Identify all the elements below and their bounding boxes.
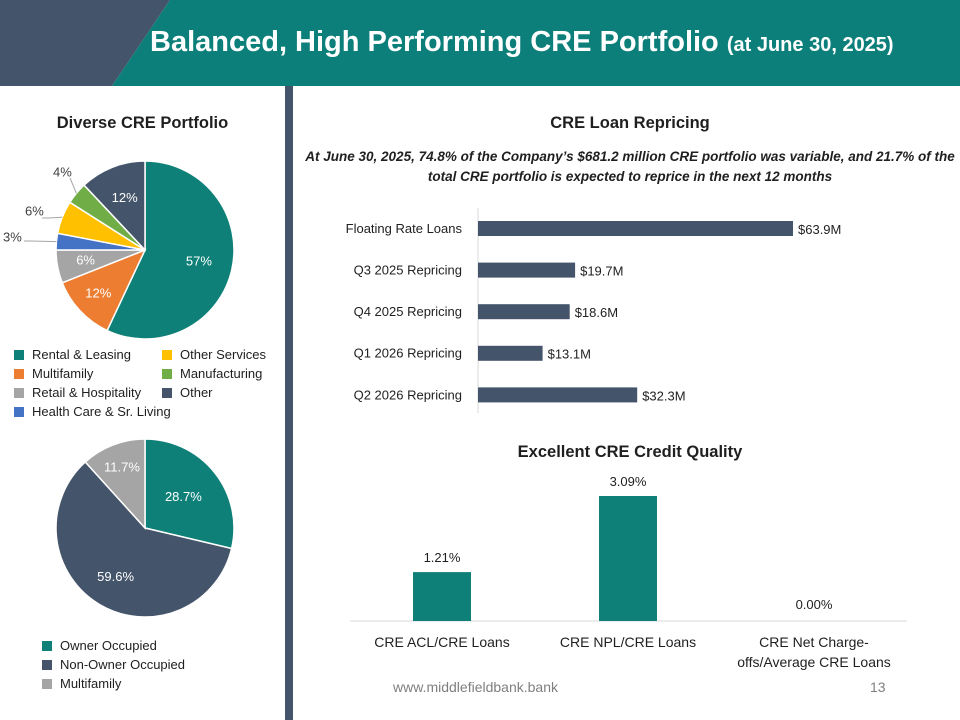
repricing-value-label: $18.6M bbox=[575, 305, 618, 320]
header-background bbox=[0, 0, 960, 86]
legend-label: Health Care & Sr. Living bbox=[32, 404, 171, 419]
legend-label: Owner Occupied bbox=[60, 638, 157, 653]
vertical-divider bbox=[285, 86, 293, 720]
repricing-bar-q3-2025-repricing bbox=[478, 262, 576, 278]
pie-leader-line bbox=[24, 240, 57, 243]
legend-item-health-care: Health Care & Sr. Living bbox=[14, 403, 171, 421]
portfolio-legend: Rental & Leasing Other Services Multifam… bbox=[0, 0, 285, 720]
legend-label: Retail & Hospitality bbox=[32, 385, 142, 400]
legend-swatch bbox=[14, 407, 24, 417]
legend-swatch bbox=[14, 350, 24, 360]
legend-item-retail-hospitality: Retail & Hospitality bbox=[14, 384, 141, 402]
pie-slice-owner-occupied bbox=[144, 438, 235, 550]
repricing-category-label: Q1 2026 Repricing bbox=[354, 346, 462, 361]
legend-label: Multifamily bbox=[60, 676, 122, 691]
legend-swatch bbox=[14, 388, 24, 398]
credit-value-label: 1.21% bbox=[424, 550, 461, 565]
page-number: 13 bbox=[870, 679, 886, 695]
repricing-value-label: $13.1M bbox=[548, 347, 591, 362]
legend-item-other-services: Other Services bbox=[162, 346, 266, 364]
pie-leader-line bbox=[42, 216, 63, 219]
pie-label-rental-leasing: 57% bbox=[186, 253, 212, 268]
repricing-category-label: Q2 2026 Repricing bbox=[354, 387, 462, 402]
pie-slice-rental-leasing bbox=[106, 160, 235, 340]
legend-swatch bbox=[14, 369, 24, 379]
legend-label: Multifamily bbox=[32, 366, 94, 381]
pie-label-multifamily: 11.7% bbox=[104, 460, 140, 475]
repricing-category-label: Q3 2025 Repricing bbox=[354, 263, 462, 278]
page-title: Balanced, High Performing CRE Portfolio … bbox=[150, 26, 894, 66]
legend-label: Rental & Leasing bbox=[32, 347, 132, 362]
credit-quality-section-title: Excellent CRE Credit Quality bbox=[517, 443, 743, 461]
credit-bar-cre-npl-cre-loans bbox=[599, 496, 657, 621]
legend-item-other: Other bbox=[162, 384, 213, 402]
legend-item-rental-leasing: Rental & Leasing bbox=[14, 346, 131, 364]
legend-swatch bbox=[162, 350, 172, 360]
legend-swatch bbox=[42, 641, 52, 651]
credit-bar-cre-acl-cre-loans bbox=[413, 572, 471, 621]
legend-item-non-owner-occupied: Non-Owner Occupied bbox=[42, 656, 185, 674]
pie-slice-multifamily bbox=[61, 248, 147, 332]
portfolio-pie-chart: 57%12%6%3%6%4%12% bbox=[3, 160, 235, 340]
page-title-main: Balanced, High Performing CRE Portfolio bbox=[150, 26, 719, 58]
legend-label: Manufacturing bbox=[180, 366, 263, 381]
legend-item-manufacturing: Manufacturing bbox=[162, 365, 262, 383]
credit-category-label: CRE ACL/CRE Loans bbox=[374, 634, 509, 650]
repricing-bar-q1-2026-repricing bbox=[478, 345, 543, 361]
pie-slice-multifamily bbox=[84, 438, 146, 530]
legend-item-owner-occupied: Owner Occupied bbox=[42, 637, 157, 655]
legend-label: Non-Owner Occupied bbox=[60, 657, 185, 672]
repricing-bar-floating-rate-loans bbox=[478, 221, 793, 236]
repricing-value-label: $19.7M bbox=[580, 264, 623, 279]
repricing-subtitle: At June 30, 2025, 74.8% of the Company’s… bbox=[305, 149, 955, 184]
repricing-category-label: Floating Rate Loans bbox=[346, 221, 463, 236]
legend-swatch bbox=[162, 369, 172, 379]
header-band: Balanced, High Performing CRE Portfolio … bbox=[0, 0, 960, 86]
legend-item-multifamily: Multifamily bbox=[14, 365, 93, 383]
header-accent-shape bbox=[0, 0, 170, 86]
legend-swatch bbox=[42, 660, 52, 670]
legend-item-multifamily-2: Multifamily bbox=[42, 675, 121, 693]
pie-label-owner-occupied: 28.7% bbox=[165, 489, 202, 504]
credit-category-label: CRE NPL/CRE Loans bbox=[560, 634, 696, 650]
pie-label-health-care-sr-living: 3% bbox=[3, 229, 22, 244]
page-title-date: (at June 30, 2025) bbox=[726, 34, 894, 56]
repricing-section-title: CRE Loan Repricing bbox=[550, 114, 710, 132]
pie-label-retail-hospitality: 6% bbox=[76, 253, 95, 268]
credit-category-label: offs/Average CRE Loans bbox=[737, 654, 891, 670]
legend-swatch bbox=[162, 388, 172, 398]
pie-label-non-owner-occupied: 59.6% bbox=[97, 569, 134, 584]
legend-label: Other bbox=[180, 385, 213, 400]
repricing-bar-q4-2025-repricing bbox=[478, 304, 570, 320]
pie-label-other: 12% bbox=[112, 190, 138, 205]
legend-label: Other Services bbox=[180, 347, 266, 362]
header-teal-shape bbox=[112, 0, 960, 86]
portfolio-section-title: Diverse CRE Portfolio bbox=[56, 114, 229, 132]
pie-label-multifamily: 12% bbox=[85, 285, 111, 300]
credit-quality-bar-chart: 1.21% CRE ACL/CRE Loans 3.09% CRE NPL/CRE L… bbox=[350, 474, 907, 670]
credit-category-label: CRE Net Charge- bbox=[759, 634, 869, 650]
credit-value-label: 0.00% bbox=[796, 597, 833, 612]
repricing-value-label: $63.9M bbox=[798, 222, 841, 237]
repricing-value-label: $32.3M bbox=[642, 388, 685, 403]
pie-slice-other bbox=[83, 160, 146, 252]
repricing-category-label: Q4 2025 Repricing bbox=[354, 304, 462, 319]
repricing-bar-chart: Floating Rate Loans $63.9M Q3 2025 Reprici… bbox=[346, 208, 841, 413]
occupancy-pie-chart: 28.7% 59.6% 11.7% bbox=[55, 438, 235, 618]
pie-label-other-services: 6% bbox=[25, 203, 44, 218]
pie-slice-non-owner-occupied bbox=[55, 460, 233, 618]
credit-value-label: 3.09% bbox=[610, 474, 647, 489]
repricing-bar-q2-2026-repricing bbox=[478, 387, 638, 403]
footer-url[interactable]: www.middlefieldbank.bank bbox=[393, 679, 558, 695]
pie-label-manufacturing: 4% bbox=[53, 164, 72, 179]
pie-leader-line bbox=[69, 177, 77, 194]
legend-swatch bbox=[42, 679, 52, 689]
